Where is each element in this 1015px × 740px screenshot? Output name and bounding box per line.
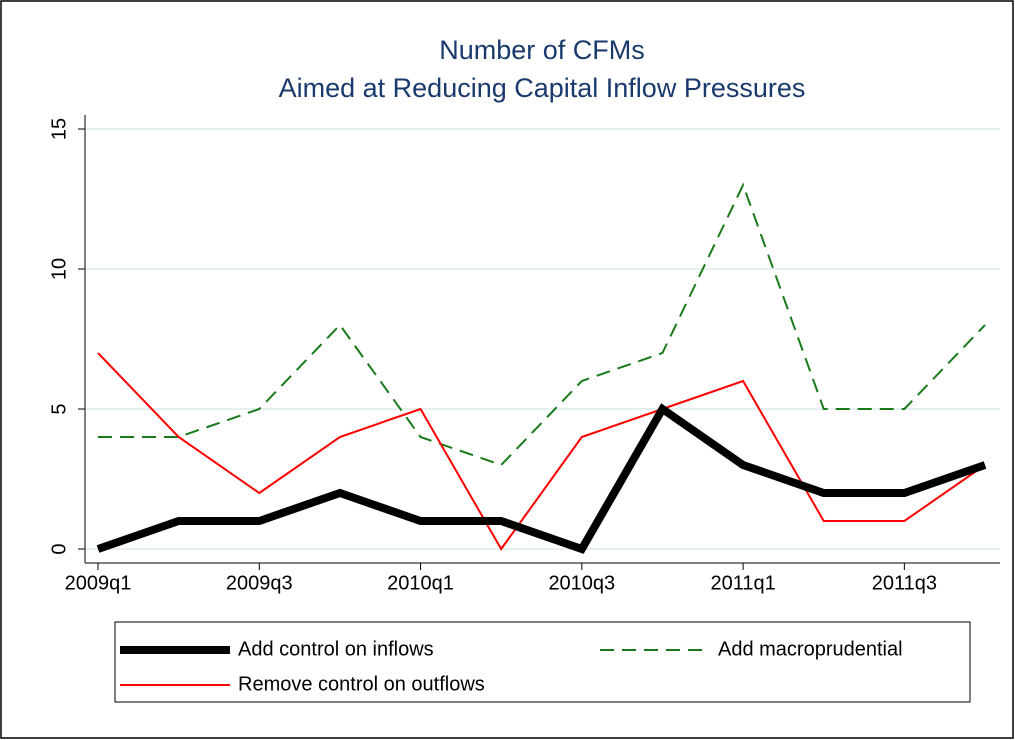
x-tick-label: 2011q3 [872, 572, 937, 594]
legend-label: Add control on inflows [238, 638, 434, 660]
x-tick-label: 2011q1 [710, 572, 775, 594]
legend-label: Add macroprudential [718, 638, 903, 660]
x-tick-label: 2009q1 [65, 572, 132, 594]
chart-title: Aimed at Reducing Capital Inflow Pressur… [279, 73, 806, 103]
legend-label: Remove control on outflows [238, 673, 485, 695]
series-line [97, 352, 986, 551]
x-tick-label: 2009q3 [226, 572, 293, 594]
y-tick-label: 10 [48, 258, 70, 280]
x-tick-label: 2010q1 [387, 572, 454, 594]
legend [114, 621, 971, 703]
x-tick-label: 2010q3 [548, 572, 615, 594]
chart-title: Number of CFMs [439, 35, 645, 65]
y-tick-label: 15 [48, 118, 70, 140]
series-line [96, 403, 987, 554]
y-tick-label: 5 [48, 403, 70, 414]
y-tick-label: 0 [48, 543, 70, 554]
series-line [98, 182, 986, 467]
